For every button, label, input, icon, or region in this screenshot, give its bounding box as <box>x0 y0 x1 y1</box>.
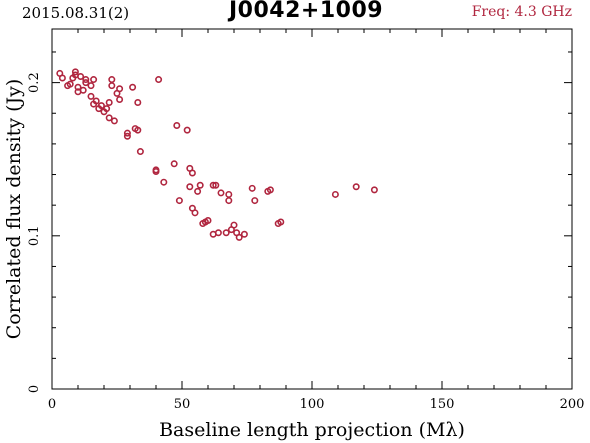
frequency-label: Freq: 4.3 GHz <box>471 4 572 20</box>
data-point <box>214 229 222 237</box>
source-name: J0042+1009 <box>229 0 384 23</box>
data-point <box>188 169 196 177</box>
data-point <box>123 132 131 140</box>
data-point <box>175 197 183 205</box>
data-point <box>108 76 116 84</box>
data-point <box>331 190 339 198</box>
data-point <box>82 76 90 84</box>
data-point <box>129 83 137 91</box>
data-point <box>123 129 131 137</box>
data-point <box>170 160 178 168</box>
data-point <box>134 126 142 134</box>
data-point <box>97 102 105 110</box>
data-point <box>212 181 220 189</box>
data-point <box>105 114 113 122</box>
data-point <box>204 216 212 224</box>
data-point <box>352 183 360 191</box>
data-point <box>58 74 66 82</box>
data-point <box>251 197 259 205</box>
observation-date: 2015.08.31(2) <box>22 4 130 22</box>
data-point <box>277 218 285 226</box>
data-point <box>77 72 85 80</box>
plot-frame <box>51 28 573 390</box>
data-point <box>110 117 118 125</box>
y-tick-label: 0 <box>27 385 42 393</box>
data-point <box>92 97 100 105</box>
data-point <box>248 184 256 192</box>
data-point <box>235 233 243 241</box>
data-point <box>74 83 82 91</box>
data-point <box>90 76 98 84</box>
data-point <box>136 148 144 156</box>
y-tick-label: 0.1 <box>27 225 42 246</box>
data-point <box>186 183 194 191</box>
data-points <box>56 68 378 241</box>
x-axis-title: Baseline length projection (Mλ) <box>159 419 465 441</box>
data-point <box>71 68 79 76</box>
data-point <box>87 92 95 100</box>
data-point <box>194 187 202 195</box>
data-point <box>87 82 95 90</box>
data-point <box>66 80 74 88</box>
y-axis-title: Correlated flux density (Jy) <box>3 79 25 340</box>
data-point <box>222 229 230 237</box>
data-point <box>105 99 113 107</box>
data-point <box>116 95 124 103</box>
data-point <box>183 126 191 134</box>
data-point <box>225 197 233 205</box>
data-point <box>217 189 225 197</box>
x-tick-label: 50 <box>174 397 191 412</box>
data-point <box>225 190 233 198</box>
data-point <box>266 186 274 194</box>
data-point <box>191 209 199 217</box>
tick-marks <box>51 29 573 390</box>
data-point <box>108 82 116 90</box>
data-point <box>79 86 87 94</box>
data-point <box>152 167 160 175</box>
y-tick-label: 0.2 <box>27 72 42 93</box>
data-point <box>370 186 378 194</box>
x-tick-label: 100 <box>300 397 325 412</box>
x-tick-label: 0 <box>48 397 56 412</box>
data-point <box>134 99 142 107</box>
tick-labels: 0 50 100 150 200 0 0.1 0.2 <box>27 72 584 412</box>
data-point <box>155 76 163 84</box>
data-point <box>116 85 124 93</box>
data-point <box>173 122 181 130</box>
data-point <box>209 181 217 189</box>
data-point <box>240 230 248 238</box>
data-point <box>82 79 90 87</box>
data-point <box>103 105 111 113</box>
data-point <box>160 178 168 186</box>
x-tick-label: 150 <box>430 397 455 412</box>
data-point <box>196 181 204 189</box>
x-tick-label: 200 <box>560 397 585 412</box>
data-point <box>230 221 238 229</box>
